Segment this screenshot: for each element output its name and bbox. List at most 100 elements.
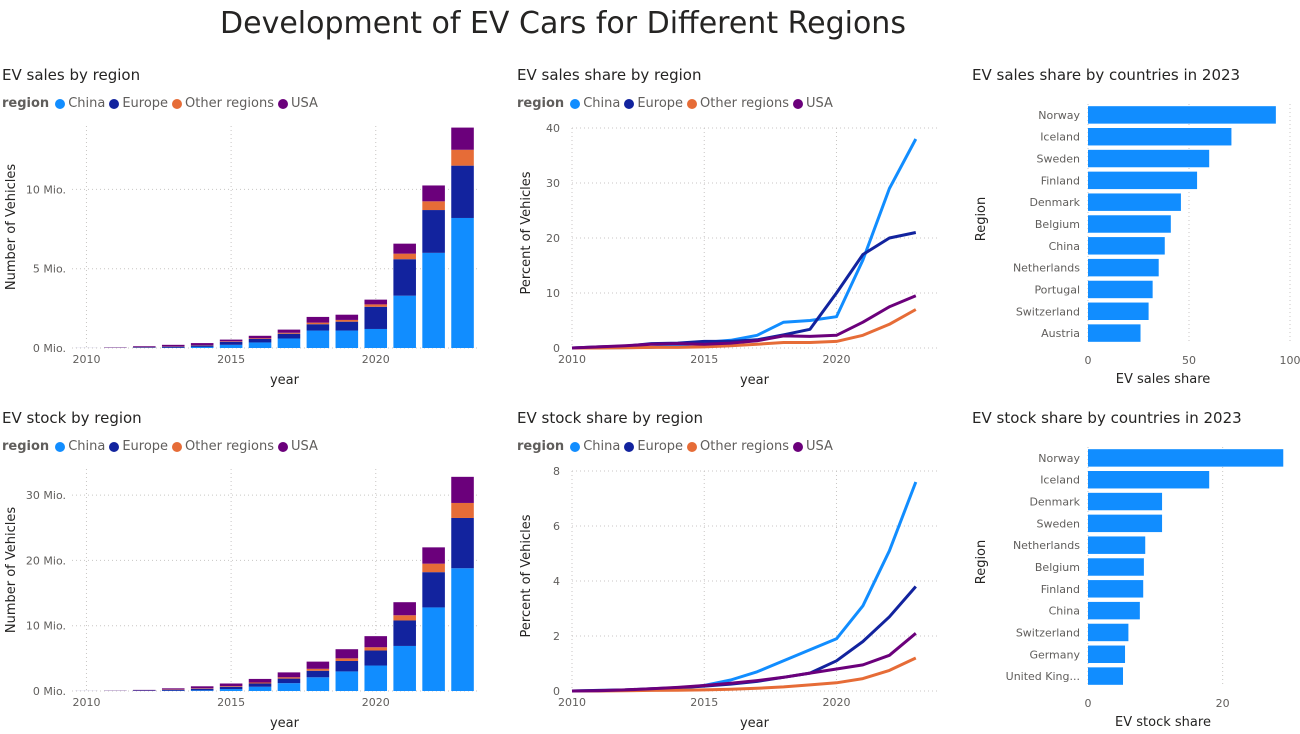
- legend-title: region: [2, 439, 50, 454]
- bar-sweden: [1088, 149, 1210, 168]
- legend-item-china[interactable]: China: [55, 96, 105, 111]
- legend-label: USA: [290, 439, 318, 454]
- y-tick-label: 0: [553, 342, 560, 355]
- x-axis-label: year: [740, 373, 770, 388]
- category-label: Norway: [1038, 452, 1080, 465]
- bar-china: [335, 671, 359, 691]
- bar-usa: [364, 299, 388, 305]
- legend-marker: [277, 441, 288, 452]
- bar-europe: [451, 517, 474, 569]
- legend-marker: [277, 98, 288, 109]
- legend-item-europe[interactable]: Europe: [624, 96, 683, 111]
- legend-marker: [570, 441, 581, 452]
- bar-usa: [335, 314, 359, 320]
- bar-usa: [248, 335, 272, 339]
- y-axis-label: Number of Vehicles: [4, 507, 19, 634]
- legend-label: Other regions: [185, 439, 274, 454]
- legend-title: region: [517, 439, 565, 454]
- bar-sweden: [1088, 514, 1163, 533]
- bar-germany: [1088, 645, 1126, 663]
- bar-other-regions: [451, 502, 474, 518]
- category-label: Netherlands: [1013, 262, 1080, 275]
- x-tick-label: 2020: [822, 353, 850, 366]
- category-label: Finland: [1041, 583, 1080, 596]
- bar-denmark: [1088, 193, 1181, 211]
- legend-item-usa[interactable]: USA: [277, 96, 318, 111]
- y-tick-label: 4: [553, 575, 560, 588]
- category-label: Portugal: [1034, 283, 1080, 296]
- legend-marker: [55, 98, 66, 109]
- x-tick-label: 2010: [72, 353, 100, 366]
- legend-item-other-regions[interactable]: Other regions: [687, 96, 789, 111]
- bar-usa: [133, 346, 156, 348]
- bar-europe: [364, 306, 388, 329]
- x-axis-label: year: [270, 716, 300, 731]
- bar-china: [1088, 237, 1165, 255]
- legend-title: region: [517, 96, 565, 111]
- y-tick-label: 5 Mio.: [33, 263, 66, 276]
- legend-item-other-regions[interactable]: Other regions: [172, 439, 274, 454]
- bar-united-king: [1088, 667, 1124, 685]
- bar-belgium: [1088, 215, 1171, 233]
- legend-marker: [109, 441, 120, 452]
- legend-item-europe[interactable]: Europe: [109, 96, 168, 111]
- legend-label: Other regions: [700, 96, 789, 111]
- chart-legend: region China Europe Other regions USA: [517, 96, 837, 111]
- bar-usa: [161, 344, 185, 347]
- bar-china: [190, 690, 214, 691]
- panel-sales-by-region: EV sales by region region China Europe O…: [2, 66, 502, 390]
- y-tick-label: 30 Mio.: [26, 489, 66, 502]
- bar-usa: [364, 636, 388, 648]
- bar-denmark: [1088, 492, 1163, 511]
- y-tick-label: 2: [553, 630, 560, 643]
- bar-switzerland: [1088, 623, 1129, 642]
- y-tick-label: 0 Mio.: [33, 342, 66, 355]
- legend-marker: [624, 441, 635, 452]
- legend-item-china[interactable]: China: [570, 439, 620, 454]
- line-china: [571, 138, 918, 350]
- legend-item-usa[interactable]: USA: [792, 439, 833, 454]
- horizontal-bar-chart: 0 50 100 Norway Iceland Sweden Finland Denmark B…: [974, 104, 1300, 387]
- bar-iceland: [1088, 471, 1210, 489]
- panel-stock-by-region: EV stock by region region China Europe O…: [2, 409, 502, 733]
- x-tick-label: 2020: [362, 353, 390, 366]
- bar-other-regions: [335, 319, 359, 322]
- panel-stock-share-countries: EV stock share by countries in 2023 0 20 N…: [972, 409, 1292, 733]
- x-tick-label: 0: [1085, 697, 1092, 710]
- bar-usa: [335, 649, 359, 659]
- category-label: Netherlands: [1013, 539, 1080, 552]
- y-axis-label: Percent of Vehicles: [519, 514, 534, 637]
- chart-title: EV sales by region: [2, 66, 141, 84]
- legend-item-europe[interactable]: Europe: [109, 439, 168, 454]
- legend-item-other-regions[interactable]: Other regions: [687, 439, 789, 454]
- chart-legend: region China Europe Other regions USA: [517, 439, 837, 454]
- bar-usa: [190, 343, 214, 345]
- legend-item-usa[interactable]: USA: [277, 439, 318, 454]
- bar-china: [393, 295, 416, 348]
- legend-item-china[interactable]: China: [570, 96, 620, 111]
- bar-usa: [393, 602, 416, 616]
- bar-china: [393, 645, 416, 691]
- bar-china: [451, 568, 474, 691]
- category-label: Belgium: [1035, 561, 1080, 574]
- bar-other-regions: [248, 682, 272, 684]
- legend-label: Europe: [122, 439, 169, 454]
- bar-iceland: [1088, 128, 1232, 146]
- legend-item-europe[interactable]: Europe: [624, 439, 683, 454]
- legend-item-usa[interactable]: USA: [792, 96, 833, 111]
- legend-item-other-regions[interactable]: Other regions: [172, 96, 274, 111]
- legend-title: region: [2, 96, 50, 111]
- bar-other-regions: [277, 677, 301, 679]
- bar-china: [190, 346, 214, 348]
- legend-item-china[interactable]: China: [55, 439, 105, 454]
- bar-europe: [335, 660, 359, 672]
- stacked-bar-chart: 0 Mio. 10 Mio. 20 Mio. 30 Mio. 2010 2015 2020 y…: [4, 469, 477, 731]
- legend-label: China: [583, 439, 621, 454]
- bar-china: [306, 677, 330, 691]
- stacked-bar-chart: 0 Mio. 5 Mio. 10 Mio. 2010 2015 2020 year Numbe…: [4, 126, 477, 388]
- chart-title: EV sales share by countries in 2023: [972, 66, 1241, 84]
- category-label: China: [1049, 240, 1080, 253]
- bar-usa: [306, 316, 330, 323]
- legend-marker: [55, 441, 66, 452]
- bar-other-regions: [422, 563, 445, 573]
